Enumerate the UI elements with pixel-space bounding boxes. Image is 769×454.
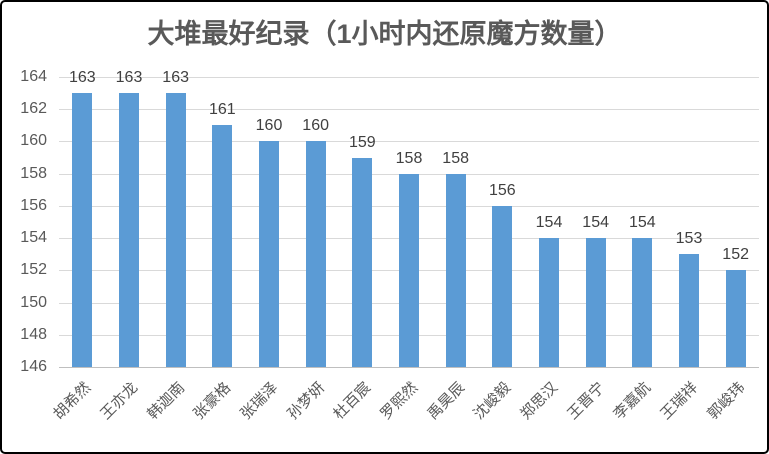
bar — [352, 157, 373, 367]
bar-value-label: 160 — [255, 117, 283, 135]
x-category-label: 沈峻毅 — [470, 379, 515, 423]
x-category-label: 张瑞泽 — [237, 379, 282, 423]
y-tick-label: 146 — [20, 358, 47, 375]
x-category-label: 郑思汉 — [517, 379, 562, 423]
x-category-label: 郭峻玮 — [703, 379, 748, 423]
bar — [492, 205, 513, 367]
bar — [259, 141, 279, 367]
x-category-label: 胡希然 — [50, 379, 95, 423]
bar-value-label: 156 — [488, 181, 516, 199]
bar — [539, 238, 559, 367]
x-category-label: 禹昊辰 — [423, 379, 468, 423]
bar-value-label: 163 — [115, 69, 143, 87]
x-category-label: 张豪格 — [190, 379, 235, 423]
y-tick-label: 152 — [20, 261, 47, 279]
bar — [212, 125, 233, 367]
bar-value-label: 159 — [348, 133, 376, 151]
bar-value-label: 152 — [722, 246, 750, 264]
bar-value-label: 163 — [68, 69, 96, 87]
y-tick-label: 158 — [20, 164, 47, 182]
bar — [119, 93, 139, 367]
gridline — [59, 109, 759, 111]
bar-value-label: 154 — [582, 214, 610, 232]
x-category-label: 王晋宁 — [563, 379, 608, 423]
bar-value-label: 154 — [628, 214, 656, 232]
y-tick-label: 150 — [20, 293, 47, 311]
bar — [632, 238, 653, 367]
plot-area: 146 148 150 152 154 156 158 160 162 164 163 胡希然 163 王… — [20, 68, 759, 423]
y-tick-label: 154 — [20, 229, 47, 247]
bar-value-label: 161 — [208, 101, 236, 119]
x-category-label: 罗熙然 — [377, 379, 422, 423]
x-category-label: 杜百宸 — [330, 379, 375, 423]
bar — [72, 93, 93, 367]
bar-value-label: 163 — [162, 69, 190, 87]
y-tick-label: 156 — [20, 196, 47, 214]
x-category-label: 孙梦妍 — [283, 379, 328, 423]
bar-value-label: 154 — [535, 214, 563, 232]
bar — [165, 93, 186, 367]
bar — [399, 173, 419, 367]
bar-value-label: 153 — [675, 230, 703, 248]
x-category-label: 王瑞祥 — [657, 379, 702, 423]
y-tick-label: 148 — [20, 325, 47, 343]
y-tick-label: 162 — [20, 100, 47, 118]
gridline — [59, 141, 759, 143]
bar — [305, 141, 326, 367]
chart-title: 大堆最好纪录（1小时内还原魔方数量） — [147, 19, 622, 49]
y-tick-label: 160 — [20, 132, 47, 150]
bar — [725, 270, 746, 367]
x-axis-line — [59, 367, 759, 368]
x-category-label: 李嘉航 — [610, 379, 655, 423]
x-category-label: 王亦龙 — [97, 379, 142, 423]
bar — [585, 238, 606, 367]
bar-value-label: 158 — [395, 149, 423, 167]
y-tick-label: 164 — [20, 68, 47, 85]
bar — [679, 254, 699, 367]
bar — [445, 173, 466, 367]
x-category-label: 韩迦南 — [143, 379, 188, 423]
gridline — [59, 77, 759, 78]
bar-value-label: 160 — [302, 117, 330, 135]
bar-value-label: 158 — [442, 149, 470, 167]
